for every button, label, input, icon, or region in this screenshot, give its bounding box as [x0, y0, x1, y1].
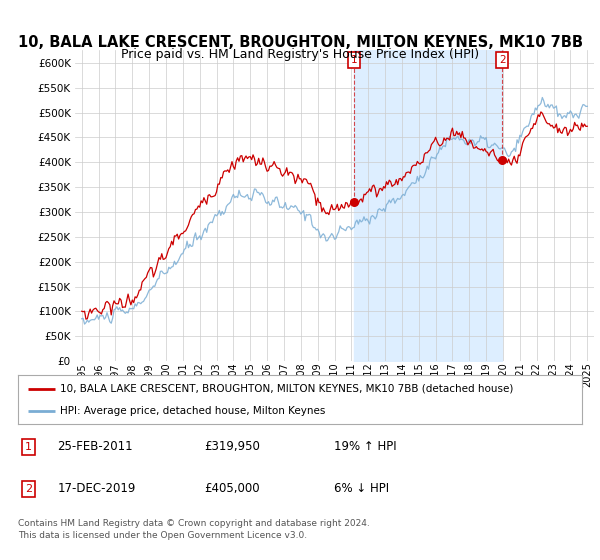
Text: 6% ↓ HPI: 6% ↓ HPI	[334, 482, 389, 496]
Text: HPI: Average price, detached house, Milton Keynes: HPI: Average price, detached house, Milt…	[60, 406, 326, 416]
Point	[497, 155, 507, 164]
Text: 2: 2	[499, 55, 506, 65]
Point	[349, 198, 359, 207]
Text: 1: 1	[350, 55, 357, 65]
Text: Price paid vs. HM Land Registry's House Price Index (HPI): Price paid vs. HM Land Registry's House …	[121, 48, 479, 61]
Text: £319,950: £319,950	[204, 440, 260, 454]
Text: 10, BALA LAKE CRESCENT, BROUGHTON, MILTON KEYNES, MK10 7BB: 10, BALA LAKE CRESCENT, BROUGHTON, MILTO…	[17, 35, 583, 50]
Text: 25-FEB-2011: 25-FEB-2011	[58, 440, 133, 454]
Text: 10, BALA LAKE CRESCENT, BROUGHTON, MILTON KEYNES, MK10 7BB (detached house): 10, BALA LAKE CRESCENT, BROUGHTON, MILTO…	[60, 384, 514, 394]
Text: 1: 1	[25, 442, 32, 452]
Text: 19% ↑ HPI: 19% ↑ HPI	[334, 440, 397, 454]
Text: Contains HM Land Registry data © Crown copyright and database right 2024.: Contains HM Land Registry data © Crown c…	[18, 520, 370, 529]
Text: 2: 2	[25, 484, 32, 494]
Text: This data is licensed under the Open Government Licence v3.0.: This data is licensed under the Open Gov…	[18, 531, 307, 540]
Text: 17-DEC-2019: 17-DEC-2019	[58, 482, 136, 496]
Text: £405,000: £405,000	[204, 482, 260, 496]
